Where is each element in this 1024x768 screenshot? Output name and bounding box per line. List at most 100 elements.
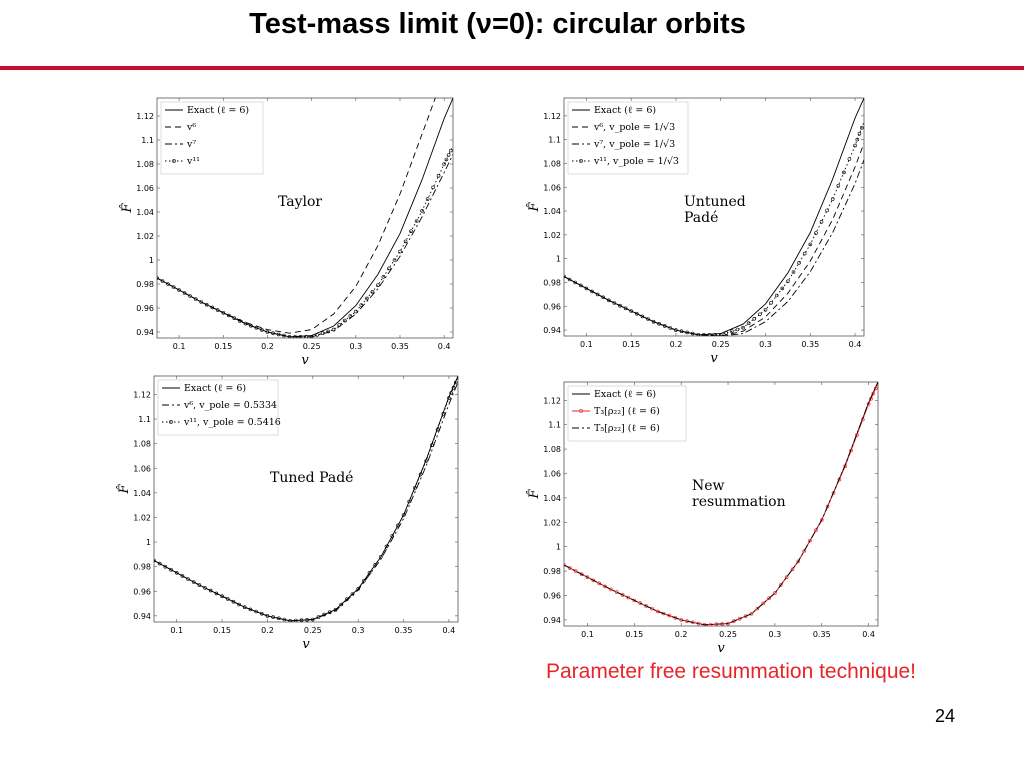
series-point	[337, 323, 341, 327]
series-point	[585, 575, 590, 579]
y-tick-label: 1.08	[543, 159, 561, 168]
series-point	[221, 311, 226, 315]
legend-box	[160, 101, 264, 175]
series-point	[448, 148, 453, 153]
series-line	[157, 98, 453, 338]
legend-marker	[169, 420, 173, 424]
series-point	[396, 523, 400, 528]
x-tick-label: 0.1	[581, 630, 594, 639]
series-point	[208, 588, 213, 593]
legend: Exact (ℓ = 6) T₃[ρ₂₂] (ℓ = 6) T₅[ρ₂₂] (ℓ =…	[567, 385, 687, 442]
series-point	[449, 391, 454, 395]
series-point	[157, 276, 159, 280]
series-point	[345, 597, 349, 601]
x-tick-label: 0.4	[849, 340, 862, 349]
legend: Exact (ℓ = 6) v⁶ v⁷ v¹¹	[160, 101, 264, 175]
series-point	[379, 555, 383, 559]
series-2	[157, 154, 453, 338]
series-point	[855, 137, 860, 142]
series-point	[215, 308, 220, 312]
y-tick-label: 0.94	[133, 612, 151, 621]
series-point	[157, 561, 162, 566]
series-point	[210, 305, 214, 310]
series-point	[171, 285, 176, 289]
series-3	[564, 121, 864, 336]
y-tick-label: 1.06	[133, 464, 151, 473]
series-point	[655, 609, 660, 614]
series-point	[242, 605, 247, 609]
series-point	[786, 279, 790, 284]
plot-annotation: Taylor	[278, 194, 322, 210]
y-tick-label: 1	[149, 256, 154, 265]
series-point	[442, 162, 447, 166]
series-point	[328, 610, 332, 614]
series-point	[732, 619, 736, 623]
series-point	[237, 602, 241, 607]
y-axis-label: F̂	[119, 203, 135, 214]
series-point	[673, 616, 678, 620]
series-point	[413, 486, 417, 490]
series-point	[601, 295, 605, 300]
series-point	[830, 197, 835, 201]
series-point	[802, 549, 807, 553]
y-tick-label: 1.02	[543, 518, 561, 527]
series-point	[749, 612, 754, 616]
legend-entry: Exact (ℓ = 6)	[594, 389, 656, 400]
y-axis-label: F̂	[526, 489, 542, 500]
series-point	[401, 513, 406, 517]
series-point	[169, 567, 173, 572]
series-point	[186, 577, 190, 581]
y-tick-label: 0.96	[133, 587, 151, 596]
legend-entry: v⁷, v_pole = 1/√3	[593, 139, 675, 150]
series-point	[819, 518, 824, 522]
series-point	[567, 277, 572, 282]
series-point	[791, 270, 796, 274]
series-point	[735, 327, 740, 332]
series-point	[871, 391, 876, 396]
series-point	[367, 571, 372, 575]
y-tick-label: 1.06	[136, 184, 154, 193]
series-point	[271, 331, 275, 335]
series-line	[157, 145, 453, 338]
series-point	[597, 581, 601, 586]
x-tick-label: 0.4	[438, 342, 451, 351]
series-point	[387, 266, 391, 271]
series-point	[859, 125, 864, 130]
series-point	[644, 604, 648, 608]
legend-entry: v⁷	[186, 139, 196, 150]
series-point	[451, 385, 456, 390]
x-tick-label: 0.1	[580, 340, 593, 349]
x-tick-label: 0.15	[214, 342, 232, 351]
series-2	[154, 377, 458, 622]
series-point	[163, 564, 168, 569]
series-point	[808, 242, 813, 247]
series-0	[157, 98, 453, 338]
series-point	[612, 301, 617, 305]
slide-title: Test-mass limit (ν=0): circular orbits	[249, 8, 746, 40]
series-point	[248, 607, 253, 612]
y-tick-label: 1.04	[543, 494, 561, 503]
series-point	[836, 184, 841, 188]
series-point	[243, 321, 248, 326]
y-tick-label: 1.12	[543, 396, 561, 405]
series-point	[758, 312, 762, 317]
series-point	[180, 574, 185, 578]
legend: Exact (ℓ = 6) v⁶, v_pole = 1/√3 v⁷, v_pole…	[567, 101, 689, 175]
series-point	[225, 597, 230, 601]
x-tick-label: 0.4	[443, 626, 456, 635]
series-line	[564, 98, 864, 336]
y-tick-label: 0.94	[543, 616, 561, 625]
series-point	[780, 286, 785, 291]
series-point	[668, 326, 673, 330]
x-tick-label: 0.4	[862, 630, 875, 639]
x-axis-label: v	[301, 353, 309, 368]
series-line	[564, 382, 878, 626]
y-tick-label: 1.06	[543, 183, 561, 192]
series-point	[819, 220, 824, 224]
series-line	[564, 143, 864, 336]
series-line	[154, 377, 458, 622]
series-point	[707, 333, 712, 336]
legend-entry: v¹¹, v_pole = 1/√3	[593, 156, 679, 167]
y-tick-label: 1.12	[133, 390, 151, 399]
series-point	[774, 293, 779, 298]
